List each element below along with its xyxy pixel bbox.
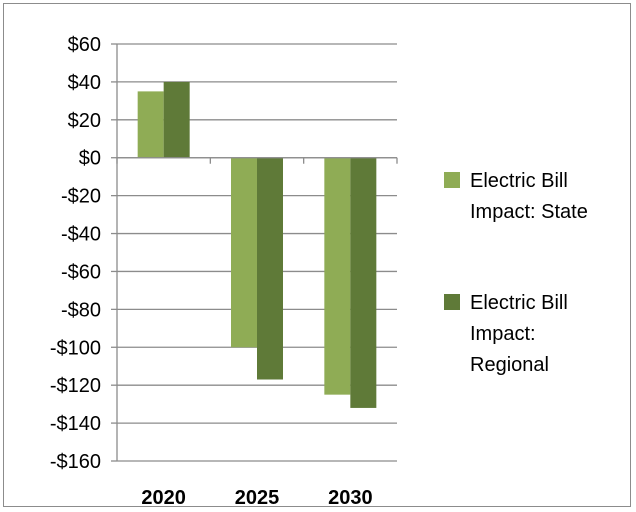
bar-state-2025 (231, 157, 257, 348)
legend: Electric Bill Impact: State Electric Bill I… (444, 170, 588, 376)
chart-frame: $60 $40 $20 $0 -$20 -$40 -$60 -$80 -$100 -$120 -$1… (3, 3, 631, 508)
y-tick-label: -$160 (50, 451, 101, 473)
bar-regional-2030 (350, 157, 377, 408)
y-tick-label: -$60 (61, 261, 101, 283)
legend-label: Regional (470, 354, 549, 376)
bar-state-2020 (137, 91, 164, 158)
bar-state-2030 (324, 157, 351, 395)
y-tick-label: -$100 (50, 337, 101, 359)
legend-label: Impact: (470, 323, 536, 345)
y-tick-label: $40 (68, 72, 101, 94)
legend-swatch-regional (444, 294, 460, 310)
bar-chart: $60 $40 $20 $0 -$20 -$40 -$60 -$80 -$100 -$120 -$1… (50, 34, 588, 508)
legend-label: Electric Bill (470, 170, 568, 192)
x-tick-label: 2020 (141, 487, 186, 508)
bar-regional-2020 (163, 81, 190, 158)
legend-label: Electric Bill (470, 292, 568, 314)
y-tick-label: -$40 (61, 224, 101, 246)
y-tick-label: -$140 (50, 413, 101, 435)
y-tick-label: -$120 (50, 375, 101, 397)
legend-label: Impact: State (470, 201, 588, 223)
y-tick-label: $20 (68, 110, 101, 132)
x-tick-label: 2030 (328, 487, 373, 508)
y-tick-label: $60 (68, 34, 101, 56)
y-tick-label: -$80 (61, 299, 101, 321)
y-tick-label: $0 (79, 148, 101, 170)
legend-swatch-state (444, 172, 460, 188)
bars (137, 81, 377, 408)
tick-labels: $60 $40 $20 $0 -$20 -$40 -$60 -$80 -$100 -$120 -$1… (50, 34, 373, 508)
y-tick-label: -$20 (61, 186, 101, 208)
x-tick-label: 2025 (235, 487, 280, 508)
bar-regional-2025 (257, 157, 283, 380)
axes (111, 43, 398, 462)
